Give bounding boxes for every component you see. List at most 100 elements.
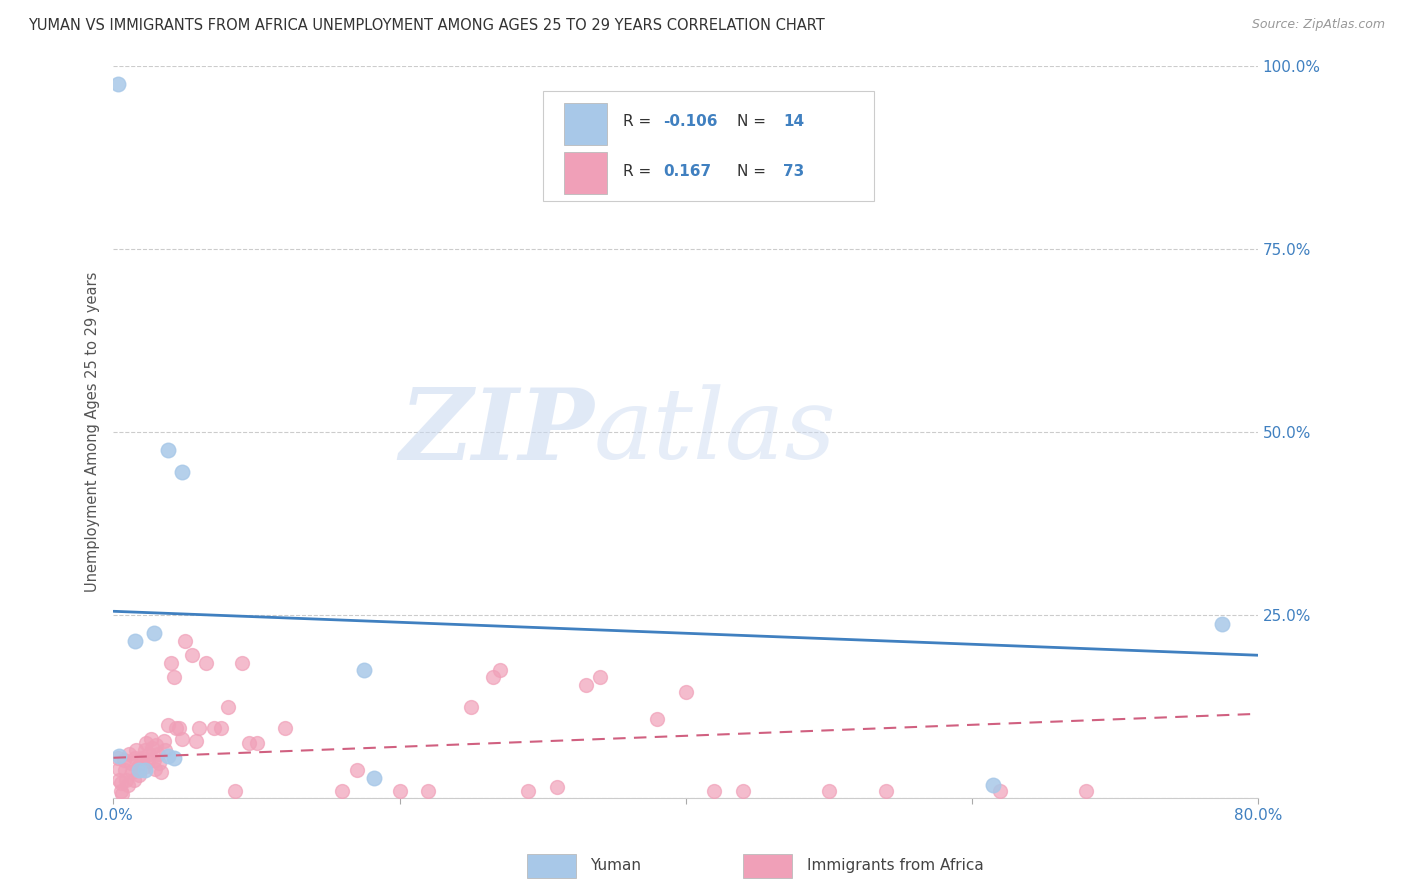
FancyBboxPatch shape — [543, 91, 875, 201]
Point — [136, 755, 159, 769]
Point — [108, 762, 131, 776]
Point — [488, 663, 510, 677]
Text: 14: 14 — [783, 114, 804, 129]
Point — [117, 778, 139, 792]
Point — [156, 748, 179, 763]
FancyBboxPatch shape — [564, 153, 607, 194]
Point — [134, 743, 156, 757]
Point — [353, 663, 375, 677]
Point — [332, 783, 354, 797]
Text: N =: N = — [737, 164, 770, 178]
Point — [131, 751, 153, 765]
Point — [118, 747, 141, 761]
Point — [120, 756, 142, 770]
Point — [195, 656, 218, 670]
Point — [125, 743, 148, 757]
Point — [645, 712, 668, 726]
Point — [169, 722, 191, 736]
Text: -0.106: -0.106 — [662, 114, 717, 129]
Y-axis label: Unemployment Among Ages 25 to 29 years: Unemployment Among Ages 25 to 29 years — [86, 272, 100, 592]
Point — [138, 747, 160, 761]
Point — [245, 736, 267, 750]
Point — [124, 751, 146, 765]
Point — [224, 783, 246, 797]
Point — [110, 776, 132, 790]
Point — [110, 783, 132, 797]
Point — [135, 736, 157, 750]
Text: ZIP: ZIP — [399, 384, 595, 480]
Point — [129, 756, 152, 770]
Point — [363, 771, 385, 785]
Point — [153, 743, 176, 757]
Point — [675, 685, 697, 699]
Point — [181, 648, 204, 663]
Point — [142, 753, 165, 767]
Point — [149, 765, 172, 780]
Point — [114, 763, 136, 777]
Text: R =: R = — [623, 164, 661, 178]
Text: Source: ZipAtlas.com: Source: ZipAtlas.com — [1251, 18, 1385, 31]
Point — [139, 732, 162, 747]
FancyBboxPatch shape — [742, 855, 793, 878]
Point — [1076, 783, 1098, 797]
Point — [546, 780, 568, 794]
Point — [418, 783, 440, 797]
Point — [134, 763, 156, 777]
Point — [172, 465, 194, 479]
Text: YUMAN VS IMMIGRANTS FROM AFRICA UNEMPLOYMENT AMONG AGES 25 TO 29 YEARS CORRELATI: YUMAN VS IMMIGRANTS FROM AFRICA UNEMPLOY… — [28, 18, 825, 33]
Point — [115, 772, 138, 787]
Text: Immigrants from Africa: Immigrants from Africa — [807, 858, 984, 872]
Text: atlas: atlas — [595, 384, 837, 480]
Point — [156, 718, 179, 732]
Text: Yuman: Yuman — [591, 858, 641, 872]
Point — [988, 783, 1011, 797]
Point — [128, 763, 150, 777]
Point — [108, 748, 131, 763]
Point — [162, 751, 184, 765]
Point — [107, 751, 129, 765]
Point — [274, 722, 297, 736]
Point — [112, 753, 135, 767]
Point — [146, 747, 169, 761]
Text: R =: R = — [623, 114, 655, 129]
Point — [875, 783, 897, 797]
Point — [148, 756, 170, 770]
Point — [141, 741, 163, 756]
Text: 0.167: 0.167 — [662, 164, 711, 178]
Point — [121, 765, 143, 780]
Point — [162, 670, 184, 684]
Point — [186, 734, 208, 748]
Point — [174, 633, 197, 648]
Point — [346, 763, 368, 777]
Point — [589, 670, 612, 684]
FancyBboxPatch shape — [527, 855, 576, 878]
Point — [156, 443, 179, 458]
Point — [142, 626, 165, 640]
Point — [152, 734, 174, 748]
Point — [1211, 616, 1233, 631]
FancyBboxPatch shape — [564, 103, 607, 145]
Point — [132, 760, 155, 774]
Point — [209, 722, 232, 736]
Point — [481, 670, 503, 684]
Point — [238, 736, 260, 750]
Text: 73: 73 — [783, 164, 804, 178]
Point — [981, 778, 1004, 792]
Point — [165, 722, 187, 736]
Point — [460, 699, 482, 714]
Point — [127, 760, 149, 774]
Point — [731, 783, 754, 797]
Point — [231, 656, 253, 670]
Point — [388, 783, 411, 797]
Point — [111, 788, 134, 802]
Point — [122, 772, 145, 787]
Point — [817, 783, 839, 797]
Point — [703, 783, 725, 797]
Point — [188, 722, 211, 736]
Point — [202, 722, 225, 736]
Point — [128, 767, 150, 781]
Point — [574, 677, 596, 691]
Point — [124, 633, 146, 648]
Point — [172, 732, 194, 747]
Point — [145, 739, 167, 753]
